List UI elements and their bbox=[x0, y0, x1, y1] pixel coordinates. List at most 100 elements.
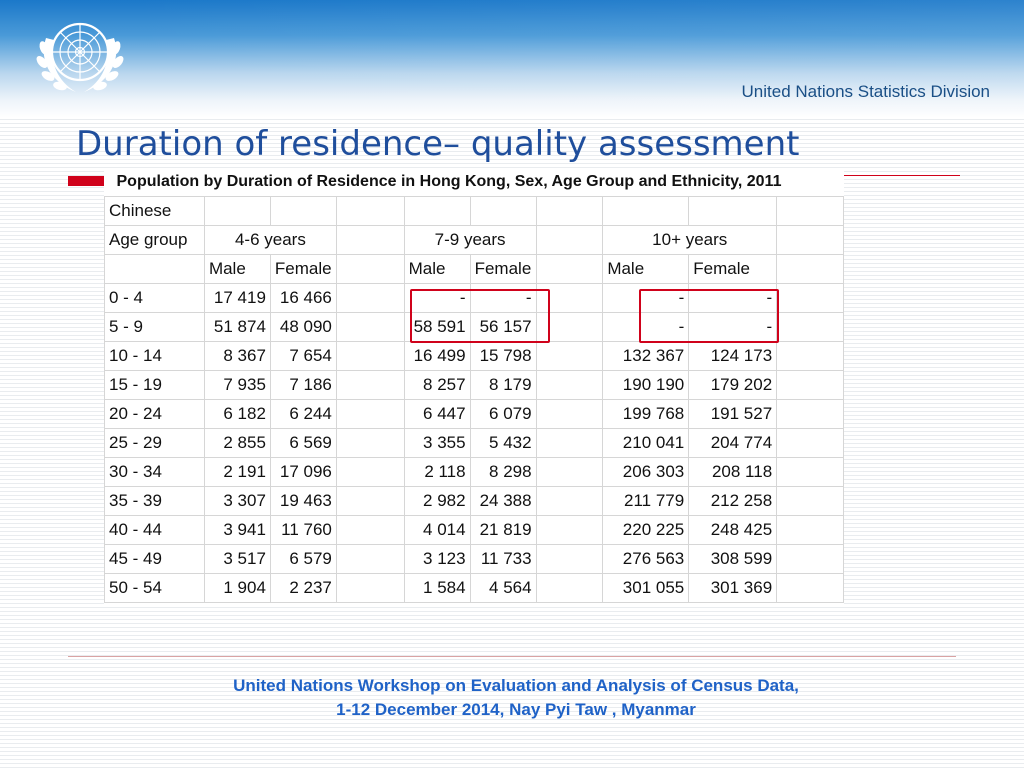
age-group-cell: 40 - 44 bbox=[104, 515, 205, 545]
empty-cell bbox=[776, 573, 844, 603]
value-cell: 276 563 bbox=[602, 544, 690, 574]
title-accent-bar bbox=[68, 176, 104, 186]
value-cell: - bbox=[602, 312, 690, 342]
value-cell: 3 517 bbox=[203, 544, 271, 574]
empty-cell bbox=[535, 457, 604, 487]
value-cell: 3 355 bbox=[403, 428, 471, 458]
value-cell: 5 432 bbox=[469, 428, 537, 458]
duration-header-10-plus: 10+ years bbox=[602, 225, 778, 255]
value-cell: 2 855 bbox=[203, 428, 271, 458]
value-cell: 211 779 bbox=[602, 486, 690, 516]
female-header: Female bbox=[469, 254, 537, 284]
value-cell: 2 118 bbox=[403, 457, 471, 487]
value-cell: 11 733 bbox=[469, 544, 537, 574]
value-cell: 2 237 bbox=[269, 573, 337, 603]
value-cell: 6 569 bbox=[269, 428, 337, 458]
value-cell: 212 258 bbox=[688, 486, 778, 516]
age-group-cell: 25 - 29 bbox=[104, 428, 205, 458]
value-cell: - bbox=[688, 312, 778, 342]
empty-cell bbox=[776, 399, 844, 429]
value-cell: 124 173 bbox=[688, 341, 778, 371]
empty-cell bbox=[335, 341, 405, 371]
empty-cell bbox=[776, 283, 844, 313]
title-divider bbox=[840, 175, 960, 176]
value-cell: 210 041 bbox=[602, 428, 690, 458]
value-cell: 7 186 bbox=[269, 370, 337, 400]
table-row: 30 - 34 2 191 17 096 2 118 8 298 206 303 208 1… bbox=[104, 457, 844, 487]
value-cell: 3 123 bbox=[403, 544, 471, 574]
value-cell: 301 055 bbox=[602, 573, 690, 603]
table-row: 35 - 39 3 307 19 463 2 982 24 388 211 779 212 … bbox=[104, 486, 844, 516]
empty-cell bbox=[535, 573, 604, 603]
value-cell: 308 599 bbox=[688, 544, 778, 574]
empty-cell bbox=[776, 486, 844, 516]
highlight-box-10-plus bbox=[639, 289, 779, 343]
value-cell: 6 182 bbox=[203, 399, 271, 429]
footer-divider bbox=[68, 656, 956, 657]
table-row: 20 - 24 6 182 6 244 6 447 6 079 199 768 191 52… bbox=[104, 399, 844, 429]
value-cell: 8 367 bbox=[203, 341, 271, 371]
empty-cell bbox=[335, 486, 405, 516]
age-group-cell: 45 - 49 bbox=[104, 544, 205, 574]
value-cell: 1 904 bbox=[203, 573, 271, 603]
value-cell: 7 935 bbox=[203, 370, 271, 400]
page-title: Duration of residence– quality assessmen… bbox=[76, 124, 800, 164]
value-cell: 4 014 bbox=[403, 515, 471, 545]
value-cell: 199 768 bbox=[602, 399, 690, 429]
value-cell: 3 941 bbox=[203, 515, 271, 545]
table-row: 10 - 14 8 367 7 654 16 499 15 798 132 367 124 … bbox=[104, 341, 844, 371]
value-cell: 301 369 bbox=[688, 573, 778, 603]
value-cell: 3 307 bbox=[203, 486, 271, 516]
empty-cell bbox=[535, 515, 604, 545]
value-cell: 190 190 bbox=[602, 370, 690, 400]
empty-cell bbox=[535, 486, 604, 516]
empty-cell bbox=[335, 428, 405, 458]
empty-cell bbox=[335, 573, 405, 603]
value-cell: 248 425 bbox=[688, 515, 778, 545]
residence-table: Population by Duration of Residence in H… bbox=[104, 168, 844, 603]
highlight-box-7-9 bbox=[410, 289, 550, 343]
empty-cell bbox=[335, 312, 405, 342]
value-cell: 208 118 bbox=[688, 457, 778, 487]
age-group-header: Age group bbox=[104, 225, 205, 255]
organization-name: United Nations Statistics Division bbox=[741, 82, 990, 101]
value-cell: - bbox=[469, 283, 537, 313]
value-cell: 11 760 bbox=[269, 515, 337, 545]
value-cell: 2 191 bbox=[203, 457, 271, 487]
value-cell: 2 982 bbox=[403, 486, 471, 516]
value-cell: 179 202 bbox=[688, 370, 778, 400]
value-cell: 204 774 bbox=[688, 428, 778, 458]
male-header: Male bbox=[602, 254, 690, 284]
table-row: 45 - 49 3 517 6 579 3 123 11 733 276 563 308 5… bbox=[104, 544, 844, 574]
empty-cell bbox=[335, 457, 405, 487]
empty-cell bbox=[535, 544, 604, 574]
value-cell: 15 798 bbox=[469, 341, 537, 371]
value-cell: 1 584 bbox=[403, 573, 471, 603]
empty-cell bbox=[776, 544, 844, 574]
age-group-cell: 10 - 14 bbox=[104, 341, 205, 371]
age-group-cell: 15 - 19 bbox=[104, 370, 205, 400]
value-cell: 191 527 bbox=[688, 399, 778, 429]
value-cell: 48 090 bbox=[269, 312, 337, 342]
value-cell: 6 079 bbox=[469, 399, 537, 429]
empty-cell bbox=[776, 428, 844, 458]
value-cell: 17 096 bbox=[269, 457, 337, 487]
empty-cell bbox=[776, 515, 844, 545]
value-cell: - bbox=[403, 283, 471, 313]
empty-cell bbox=[335, 370, 405, 400]
age-group-cell: 35 - 39 bbox=[104, 486, 205, 516]
value-cell: 17 419 bbox=[203, 283, 271, 313]
age-group-cell: 5 - 9 bbox=[104, 312, 205, 342]
table-row: 40 - 44 3 941 11 760 4 014 21 819 220 225 248 … bbox=[104, 515, 844, 545]
empty-cell bbox=[335, 283, 405, 313]
value-cell: - bbox=[688, 283, 778, 313]
table-row: 25 - 29 2 855 6 569 3 355 5 432 210 041 204 77… bbox=[104, 428, 844, 458]
female-header: Female bbox=[269, 254, 337, 284]
female-header: Female bbox=[688, 254, 778, 284]
value-cell: 7 654 bbox=[269, 341, 337, 371]
table-caption: Population by Duration of Residence in H… bbox=[116, 173, 782, 190]
value-cell: 8 298 bbox=[469, 457, 537, 487]
age-group-cell: 30 - 34 bbox=[104, 457, 205, 487]
male-header: Male bbox=[203, 254, 271, 284]
table-row: 0 - 4 17 419 16 466- - - - bbox=[104, 283, 844, 313]
